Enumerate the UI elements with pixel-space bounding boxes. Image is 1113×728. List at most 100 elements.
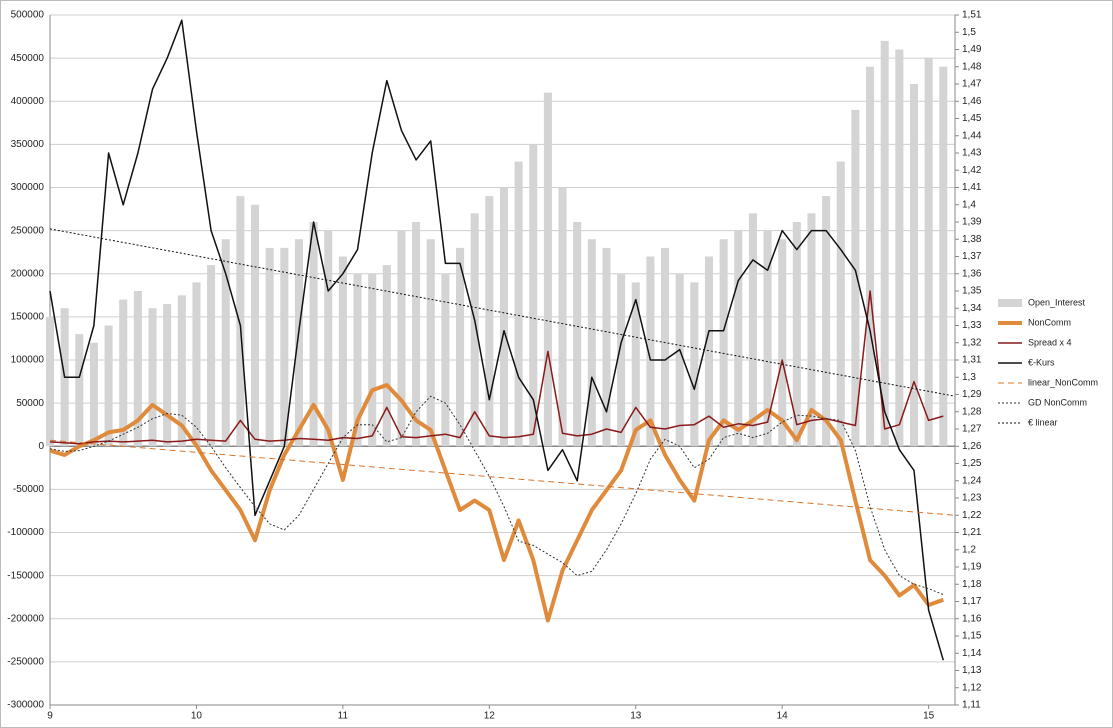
y2-tick-label: 1,25 bbox=[962, 458, 982, 469]
y2-tick-label: 1,29 bbox=[962, 389, 982, 400]
y-tick-label: 100000 bbox=[11, 355, 45, 366]
x-tick-label: 10 bbox=[191, 711, 203, 722]
x-tick-label: 12 bbox=[484, 711, 496, 722]
bar bbox=[177, 295, 186, 447]
y-tick-label: 300000 bbox=[11, 182, 45, 193]
bar bbox=[382, 265, 391, 447]
bar bbox=[748, 213, 757, 447]
bar bbox=[309, 222, 318, 447]
y2-tick-label: 1,38 bbox=[962, 234, 982, 245]
y-tick-label: 200000 bbox=[11, 268, 45, 279]
y2-tick-label: 1,47 bbox=[962, 79, 982, 90]
y2-tick-label: 1,13 bbox=[962, 665, 982, 676]
y-tick-label: 0 bbox=[38, 441, 44, 452]
y2-tick-label: 1,16 bbox=[962, 613, 982, 624]
y2-tick-label: 1,35 bbox=[962, 286, 982, 297]
bar bbox=[763, 230, 772, 447]
y2-tick-label: 1,32 bbox=[962, 337, 982, 348]
bar bbox=[924, 58, 933, 447]
x-tick-label: 9 bbox=[47, 711, 53, 722]
y2-tick-label: 1,28 bbox=[962, 406, 982, 417]
y2-tick-label: 1,51 bbox=[962, 10, 982, 21]
bar bbox=[939, 66, 948, 447]
bar bbox=[661, 247, 670, 447]
y2-tick-label: 1,46 bbox=[962, 96, 982, 107]
bar bbox=[880, 40, 889, 447]
bar bbox=[602, 247, 611, 447]
bar bbox=[704, 256, 714, 447]
y2-tick-label: 1,34 bbox=[962, 303, 982, 314]
bar bbox=[909, 84, 919, 447]
y-tick-label: 250000 bbox=[11, 225, 45, 236]
bar bbox=[514, 161, 523, 447]
bar bbox=[75, 334, 84, 447]
bar bbox=[163, 303, 172, 447]
y2-tick-label: 1,39 bbox=[962, 217, 982, 228]
bar bbox=[353, 273, 362, 447]
y-tick-label: 150000 bbox=[11, 312, 45, 323]
y-tick-label: 500000 bbox=[11, 10, 45, 21]
bar bbox=[397, 230, 406, 447]
bar bbox=[441, 273, 450, 447]
legend-label: € linear bbox=[1028, 417, 1058, 427]
legend-label: Spread x 4 bbox=[1028, 337, 1072, 347]
y-tick-label: -100000 bbox=[7, 527, 44, 538]
y2-tick-label: 1,14 bbox=[962, 648, 982, 659]
bar bbox=[485, 196, 494, 447]
bar bbox=[89, 342, 98, 447]
y2-tick-label: 1,49 bbox=[962, 44, 982, 55]
series-line bbox=[49, 290, 944, 445]
bar bbox=[836, 161, 845, 447]
bar bbox=[543, 92, 552, 447]
bar bbox=[294, 239, 303, 447]
y2-tick-label: 1,33 bbox=[962, 320, 982, 331]
y2-tick-label: 1,18 bbox=[962, 579, 982, 590]
legend-label: NonComm bbox=[1028, 317, 1071, 327]
bar bbox=[587, 239, 596, 447]
y2-tick-label: 1,41 bbox=[962, 182, 982, 193]
legend-label: linear_NonComm bbox=[1028, 377, 1098, 387]
x-tick-label: 11 bbox=[338, 711, 349, 722]
series-line bbox=[49, 439, 956, 516]
legend-label: GD NonComm bbox=[1028, 397, 1087, 407]
bar bbox=[792, 222, 801, 447]
y2-tick-label: 1,12 bbox=[962, 682, 982, 693]
bar bbox=[778, 239, 787, 447]
y2-tick-label: 1,4 bbox=[962, 199, 976, 210]
bar bbox=[368, 273, 377, 447]
bar bbox=[529, 144, 538, 447]
y-tick-label: -150000 bbox=[7, 570, 44, 581]
legend-label: Open_Interest bbox=[1028, 297, 1086, 307]
bar bbox=[734, 230, 743, 447]
bar bbox=[719, 239, 728, 447]
legend-swatch bbox=[998, 299, 1022, 307]
y2-tick-label: 1,21 bbox=[962, 527, 982, 538]
bar bbox=[426, 239, 435, 447]
bar bbox=[412, 222, 421, 447]
y-tick-label: -250000 bbox=[7, 657, 44, 668]
bar bbox=[338, 256, 347, 447]
series-line bbox=[49, 19, 945, 661]
y2-tick-label: 1,3 bbox=[962, 372, 976, 383]
bar bbox=[324, 230, 333, 447]
y2-tick-label: 1,36 bbox=[962, 268, 982, 279]
y-tick-label: 350000 bbox=[11, 139, 45, 150]
bar bbox=[456, 247, 465, 447]
legend-label: €-Kurs bbox=[1028, 357, 1055, 367]
bar bbox=[690, 282, 699, 447]
bar bbox=[631, 282, 640, 447]
y2-tick-label: 1,43 bbox=[962, 148, 982, 159]
bar bbox=[851, 109, 860, 447]
y2-tick-label: 1,5 bbox=[962, 27, 976, 38]
y2-tick-label: 1,17 bbox=[962, 596, 982, 607]
y2-tick-label: 1,23 bbox=[962, 493, 982, 504]
bar bbox=[148, 308, 157, 447]
y2-tick-label: 1,31 bbox=[962, 355, 982, 366]
series-line bbox=[49, 228, 956, 397]
y2-tick-label: 1,24 bbox=[962, 475, 982, 486]
bar bbox=[573, 222, 582, 447]
y2-tick-label: 1,42 bbox=[962, 165, 982, 176]
series-line bbox=[49, 395, 944, 596]
bar bbox=[558, 187, 567, 447]
